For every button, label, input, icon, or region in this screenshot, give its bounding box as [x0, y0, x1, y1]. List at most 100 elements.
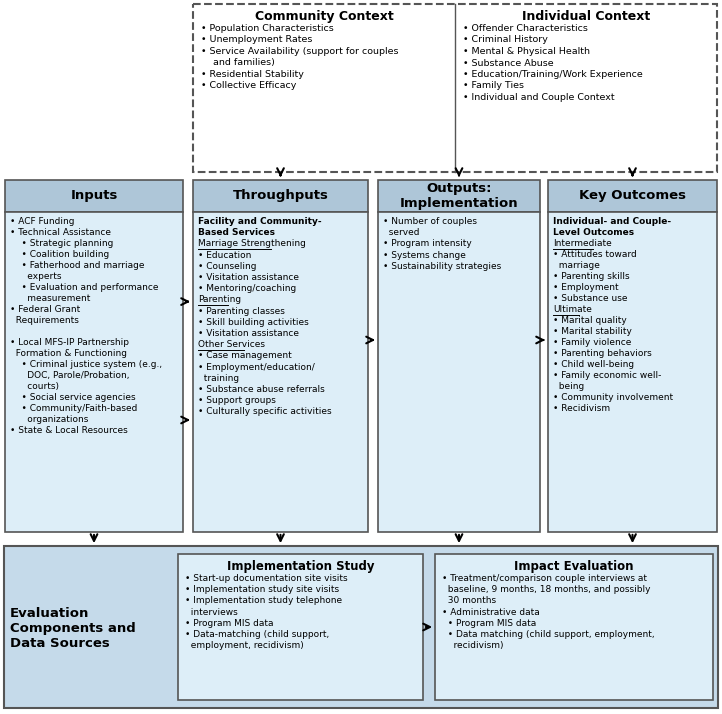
Text: • Community/Faith-based: • Community/Faith-based	[10, 404, 137, 413]
Text: • Family violence: • Family violence	[553, 338, 631, 347]
Bar	[193, 212, 368, 532]
Text: Impact Evaluation: Impact Evaluation	[514, 560, 634, 573]
Text: • ACF Funding: • ACF Funding	[10, 217, 74, 226]
Text: • Evaluation and performance: • Evaluation and performance	[10, 283, 159, 292]
Text: • Service Availability (support for couples: • Service Availability (support for coup…	[201, 47, 399, 56]
Text: • Offender Characteristics: • Offender Characteristics	[463, 24, 588, 33]
Text: baseline, 9 months, 18 months, and possibly: baseline, 9 months, 18 months, and possi…	[442, 585, 651, 594]
Text: • State & Local Resources: • State & Local Resources	[10, 426, 128, 435]
Text: DOC, Parole/Probation,: DOC, Parole/Probation,	[10, 371, 129, 380]
Text: • Family economic well-: • Family economic well-	[553, 371, 661, 380]
Bar	[378, 212, 540, 532]
Bar	[4, 546, 718, 708]
Text: • Implementation study site visits: • Implementation study site visits	[185, 585, 339, 594]
Text: training: training	[198, 374, 239, 383]
Text: measurement: measurement	[10, 294, 90, 303]
Text: • Federal Grant: • Federal Grant	[10, 305, 80, 314]
Text: • Program intensity: • Program intensity	[383, 239, 471, 248]
Bar	[193, 4, 717, 172]
Text: • Education/Training/Work Experience: • Education/Training/Work Experience	[463, 70, 643, 79]
Text: • Data-matching (child support,: • Data-matching (child support,	[185, 630, 329, 639]
Text: • Counseling: • Counseling	[198, 262, 256, 271]
Text: • Education: • Education	[198, 251, 251, 260]
Text: and families): and families)	[201, 59, 275, 68]
Text: organizations: organizations	[10, 415, 88, 424]
Text: • Parenting classes: • Parenting classes	[198, 306, 285, 316]
Text: • Employment/education/: • Employment/education/	[198, 363, 315, 371]
Text: • Mental & Physical Health: • Mental & Physical Health	[463, 47, 590, 56]
Text: Individual Context: Individual Context	[522, 10, 650, 23]
Text: • Criminal History: • Criminal History	[463, 36, 548, 44]
Text: • Criminal justice system (e.g.,: • Criminal justice system (e.g.,	[10, 360, 162, 369]
Text: • Program MIS data: • Program MIS data	[185, 619, 274, 628]
Bar	[5, 180, 183, 212]
Text: experts: experts	[10, 272, 61, 281]
Text: marriage: marriage	[553, 261, 600, 270]
Text: • Child well-being: • Child well-being	[553, 360, 634, 369]
Text: • Treatment/comparison couple interviews at: • Treatment/comparison couple interviews…	[442, 574, 647, 583]
Text: Formation & Functioning: Formation & Functioning	[10, 349, 127, 358]
Text: served: served	[383, 228, 419, 237]
Text: • Strategic planning: • Strategic planning	[10, 239, 113, 248]
Text: • Systems change: • Systems change	[383, 251, 466, 260]
Text: • Visitation assistance: • Visitation assistance	[198, 273, 299, 282]
Text: • Substance abuse referrals: • Substance abuse referrals	[198, 385, 325, 394]
Text: • Population Characteristics: • Population Characteristics	[201, 24, 334, 33]
Text: Facility and Community-: Facility and Community-	[198, 217, 321, 226]
Text: Outputs:
Implementation: Outputs: Implementation	[400, 182, 518, 210]
Text: • Support groups: • Support groups	[198, 396, 276, 406]
Bar	[178, 554, 423, 700]
Text: • Administrative data: • Administrative data	[442, 608, 540, 617]
Bar	[548, 212, 717, 532]
Text: • Skill building activities: • Skill building activities	[198, 318, 309, 327]
Text: Based Services: Based Services	[198, 228, 275, 237]
Text: interviews: interviews	[185, 608, 238, 617]
Text: recidivism): recidivism)	[442, 641, 503, 650]
Text: • Individual and Couple Context: • Individual and Couple Context	[463, 93, 614, 102]
Text: Throughputs: Throughputs	[232, 189, 329, 203]
Text: Inputs: Inputs	[70, 189, 118, 203]
Text: 30 months: 30 months	[442, 596, 496, 605]
Text: • Attitudes toward: • Attitudes toward	[553, 250, 637, 259]
Bar	[5, 212, 183, 532]
Bar	[548, 180, 717, 212]
Text: Key Outcomes: Key Outcomes	[579, 189, 686, 203]
Text: employment, recidivism): employment, recidivism)	[185, 641, 304, 650]
Text: Other Services: Other Services	[198, 340, 265, 349]
Bar	[435, 554, 713, 700]
Text: • Sustainability strategies: • Sustainability strategies	[383, 262, 501, 271]
Text: • Implementation study telephone: • Implementation study telephone	[185, 596, 342, 605]
Text: • Mentoring/coaching: • Mentoring/coaching	[198, 284, 296, 293]
Text: • Start-up documentation site visits: • Start-up documentation site visits	[185, 574, 347, 583]
Text: Evaluation
Components and
Data Sources: Evaluation Components and Data Sources	[10, 607, 136, 650]
Text: • Substance use: • Substance use	[553, 294, 627, 303]
Text: • Marital stability: • Marital stability	[553, 327, 632, 336]
Text: • Local MFS-IP Partnership: • Local MFS-IP Partnership	[10, 338, 129, 347]
Text: • Technical Assistance: • Technical Assistance	[10, 228, 111, 237]
Text: • Case management: • Case management	[198, 351, 292, 361]
Text: • Residential Stability: • Residential Stability	[201, 70, 304, 79]
Text: • Coalition building: • Coalition building	[10, 250, 109, 259]
Text: • Fatherhood and marriage: • Fatherhood and marriage	[10, 261, 144, 270]
Text: Ultimate: Ultimate	[553, 305, 592, 314]
Text: • Marital quality: • Marital quality	[553, 316, 627, 325]
Text: being: being	[553, 382, 584, 391]
Text: • Employment: • Employment	[553, 283, 619, 292]
Text: • Number of couples: • Number of couples	[383, 217, 477, 226]
Text: Implementation Study: Implementation Study	[227, 560, 374, 573]
Text: Parenting: Parenting	[198, 296, 241, 304]
Bar	[193, 180, 368, 212]
Text: • Community involvement: • Community involvement	[553, 393, 673, 402]
Text: • Data matching (child support, employment,: • Data matching (child support, employme…	[442, 630, 655, 639]
Text: Marriage Strengthening: Marriage Strengthening	[198, 239, 306, 248]
Text: Requirements: Requirements	[10, 316, 79, 325]
Text: Intermediate: Intermediate	[553, 239, 612, 248]
Bar	[378, 180, 540, 212]
Text: Individual- and Couple-: Individual- and Couple-	[553, 217, 671, 226]
Text: • Unemployment Rates: • Unemployment Rates	[201, 36, 313, 44]
Text: • Program MIS data: • Program MIS data	[442, 619, 536, 628]
Text: Community Context: Community Context	[255, 10, 393, 23]
Text: • Recidivism: • Recidivism	[553, 404, 610, 413]
Text: Level Outcomes: Level Outcomes	[553, 228, 634, 237]
Text: • Substance Abuse: • Substance Abuse	[463, 59, 554, 68]
